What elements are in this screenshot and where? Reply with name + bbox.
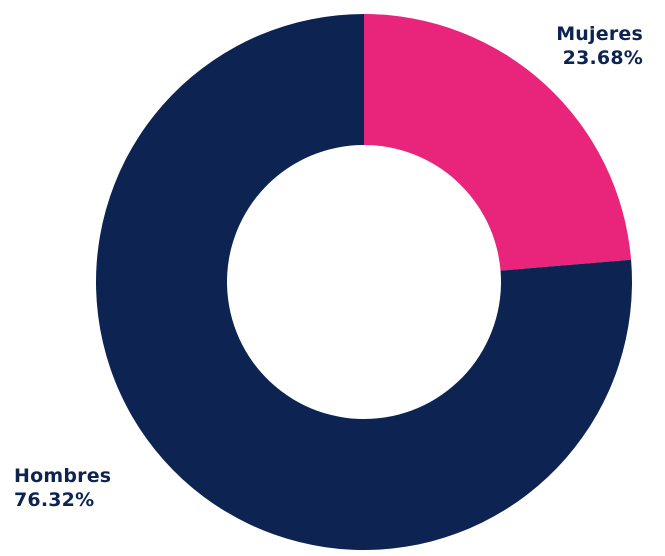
slice-mujeres	[364, 14, 632, 271]
slice-label-hombres-value: 76.32%	[14, 489, 95, 511]
slice-label-hombres: Hombres 76.32%	[14, 464, 111, 512]
slice-label-mujeres-name: Mujeres	[556, 23, 643, 45]
slice-label-mujeres-value: 23.68%	[562, 47, 643, 69]
slice-label-mujeres: Mujeres 23.68%	[556, 22, 643, 70]
slice-label-hombres-name: Hombres	[14, 465, 112, 487]
slice-hombres	[96, 14, 633, 550]
